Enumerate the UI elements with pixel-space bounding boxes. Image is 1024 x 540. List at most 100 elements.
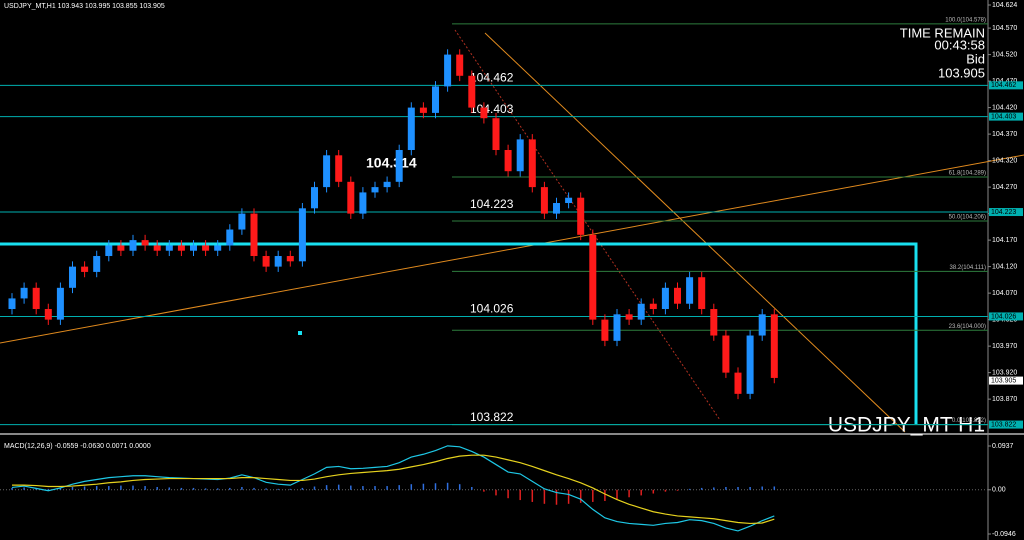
candle-body	[311, 187, 318, 209]
candle-body	[589, 234, 597, 320]
candle-body	[250, 213, 258, 257]
level-axis-box	[989, 420, 1023, 429]
y-tick-label: -0.0946	[992, 531, 1016, 538]
candle-body	[81, 266, 89, 272]
bid-value: 103.905	[938, 65, 985, 80]
y-tick-label: 103.870	[992, 396, 1017, 403]
candle-body	[601, 319, 609, 341]
level-axis-label: 104.462	[991, 82, 1016, 89]
time-remain-label: TIME REMAIN	[900, 25, 985, 40]
fibo-label: 100.0(104.578)	[945, 17, 986, 23]
level-axis-label: 104.026	[991, 313, 1016, 320]
level-label: 104.026	[470, 302, 514, 316]
candle-body	[504, 150, 512, 172]
candle-body	[661, 287, 669, 310]
macd-line	[12, 454, 775, 525]
fibo-label: 61.8(104.289)	[949, 171, 986, 177]
candle-body	[698, 277, 706, 310]
fibo-label: 0.0(103.822)	[952, 418, 986, 424]
candle-body	[674, 287, 681, 304]
candle-body	[686, 277, 694, 304]
candle-body	[444, 54, 452, 87]
bid-axis-label: 103.905	[991, 377, 1016, 384]
candle-body	[44, 309, 52, 320]
candle-body	[710, 309, 718, 336]
candle-body	[129, 240, 137, 251]
y-tick-label: 103.920	[992, 369, 1017, 376]
y-tick-label: 104.320	[992, 157, 1017, 164]
candle-body	[141, 240, 149, 246]
time-remain: 00:43:58	[934, 37, 985, 52]
candle-body	[565, 197, 573, 204]
y-tick-label: 104.420	[992, 104, 1017, 111]
fibo-label: 50.0(104.206)	[949, 215, 986, 221]
bid-label: Bid	[966, 51, 985, 66]
y-tick-label: 0.00	[992, 487, 1006, 494]
macd-line	[11, 445, 775, 532]
fibo-line	[454, 29, 721, 421]
candle-body	[432, 86, 439, 113]
level-axis-label: 104.223	[991, 209, 1016, 216]
level-label: 104.403	[470, 102, 514, 116]
y-tick-label: 104.624	[992, 2, 1017, 9]
candle-body	[105, 245, 113, 257]
level-axis-box	[989, 112, 1023, 121]
candle-body	[577, 197, 585, 235]
candle-body	[637, 303, 645, 320]
candle-body	[347, 181, 355, 214]
candle-body	[419, 107, 427, 113]
candle-body	[153, 245, 161, 251]
marker	[298, 331, 302, 335]
candle-body	[758, 314, 766, 336]
y-tick-label: 104.570	[992, 25, 1017, 32]
candle-body	[8, 298, 16, 310]
candle-body	[214, 245, 222, 251]
candle-body	[395, 150, 403, 182]
candle-body	[468, 75, 476, 108]
y-tick-label: 0.0937	[992, 443, 1014, 450]
y-tick-label: 104.170	[992, 237, 1017, 244]
y-tick-label: 104.520	[992, 51, 1017, 58]
candle-body	[32, 287, 40, 310]
candle-body	[226, 229, 234, 246]
candle-body	[528, 139, 536, 188]
level-axis-label: 103.822	[991, 421, 1016, 428]
candle-body	[323, 155, 331, 188]
candle-body	[516, 139, 524, 172]
y-tick-label: 104.370	[992, 131, 1017, 138]
y-tick-label: 104.070	[992, 290, 1017, 297]
fibo-label: 38.2(104.111)	[950, 265, 986, 271]
candle-body	[371, 187, 379, 193]
candle-body	[238, 213, 246, 230]
candle-body	[456, 54, 464, 76]
candle-body	[649, 303, 657, 310]
trend-line	[0, 154, 1024, 344]
candle-body	[407, 107, 415, 151]
annotation: 104.314	[366, 154, 417, 170]
y-tick-label: 104.120	[992, 263, 1017, 270]
y-tick-label: 103.970	[992, 343, 1017, 350]
bid-axis-box	[989, 376, 1023, 385]
fibo-label: 23.6(104.000)	[949, 324, 986, 330]
candle-body	[770, 314, 778, 378]
candle-body	[553, 203, 560, 214]
candle-body	[93, 256, 101, 272]
macd-header: MACD(12,26,9) -0.0559 -0.0630 0.0071 0.0…	[4, 443, 151, 450]
candle-body	[298, 208, 306, 262]
candle-body	[202, 245, 210, 251]
candle-body	[480, 107, 488, 119]
candle-body	[286, 256, 294, 262]
candle-body	[492, 118, 500, 151]
trend-line	[484, 32, 906, 433]
candle-body	[20, 287, 28, 299]
candle-body	[625, 314, 633, 320]
candle-body	[383, 181, 391, 188]
candle-body	[262, 256, 270, 267]
level-axis-box	[989, 208, 1023, 217]
candle-body	[190, 245, 197, 251]
candle-body	[69, 266, 76, 288]
level-label: 104.462	[470, 71, 514, 85]
level-axis-box	[989, 81, 1023, 90]
candle-body	[734, 372, 742, 394]
